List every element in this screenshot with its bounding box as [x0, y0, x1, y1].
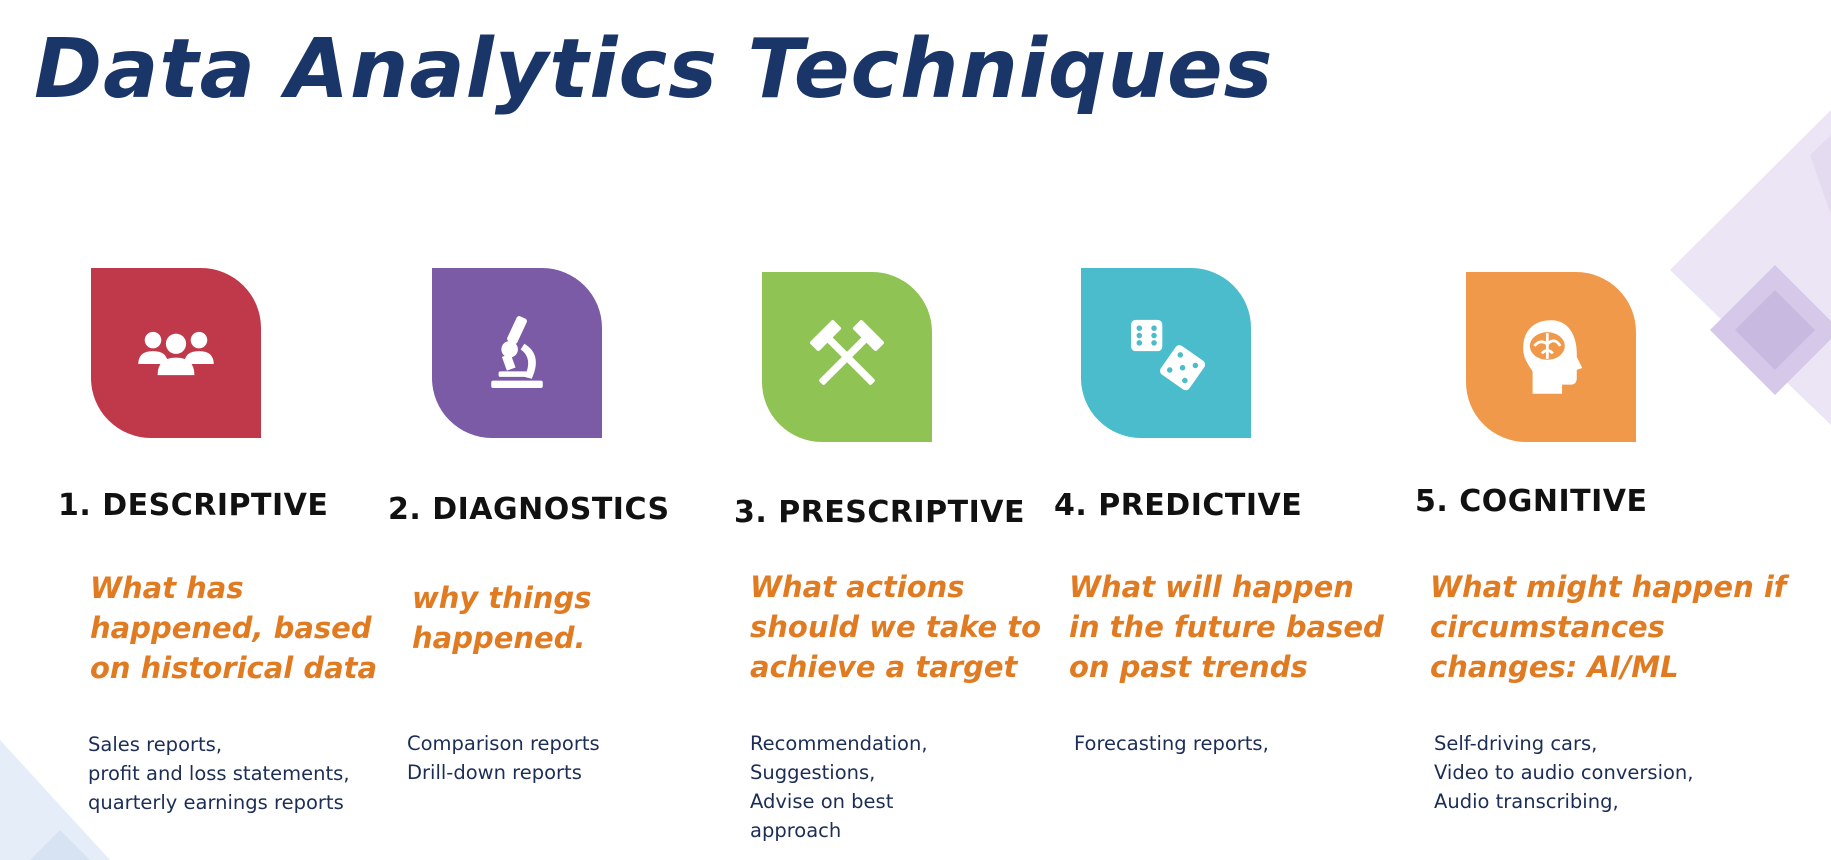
descriptive-icon-tile [91, 268, 261, 438]
cognitive-heading: 5. COGNITIVE [1415, 484, 1648, 519]
diagnostics-examples: Comparison reports Drill-down reports [407, 732, 600, 784]
cognitive-question: What might happen if circumstances chang… [1430, 570, 1787, 684]
predictive-icon-tile [1081, 268, 1251, 438]
prescriptive-heading: 3. PRESCRIPTIVE [734, 495, 1026, 530]
predictive-examples: Forecasting reports, [1074, 732, 1269, 755]
cognitive-examples: Self-driving cars, Video to audio conver… [1434, 732, 1694, 813]
people-group-icon [138, 331, 214, 376]
microscope-icon [491, 316, 543, 388]
dice-icon [1131, 319, 1206, 391]
background-triangle [0, 740, 110, 860]
brain-head-icon [1523, 320, 1583, 394]
page-title: Data Analytics Techniques [34, 22, 1274, 117]
diagnostics-icon-tile [432, 268, 602, 438]
predictive-question: What will happen in the future based on … [1069, 570, 1384, 684]
prescriptive-question: What actions should we take to achieve a… [750, 570, 1042, 684]
diagnostics-heading: 2. DIAGNOSTICS [388, 492, 670, 527]
diagnostics-question: why things happened. [412, 581, 592, 655]
descriptive-examples: Sales reports, profit and loss statement… [88, 733, 350, 814]
descriptive-question: What has happened, based on historical d… [90, 571, 378, 685]
cognitive-icon-tile [1466, 272, 1636, 442]
background-diamonds [1670, 110, 1831, 425]
predictive-heading: 4. PREDICTIVE [1054, 488, 1303, 523]
descriptive-heading: 1. DESCRIPTIVE [58, 488, 329, 523]
prescriptive-examples: Recommendation, Suggestions, Advise on b… [750, 732, 928, 842]
prescriptive-icon-tile [762, 272, 932, 442]
crossed-hammers-icon [810, 320, 884, 385]
